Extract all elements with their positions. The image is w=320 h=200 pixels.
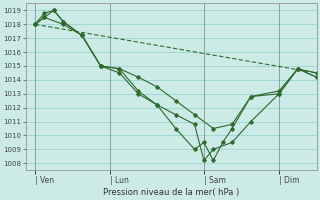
- X-axis label: Pression niveau de la mer( hPa ): Pression niveau de la mer( hPa ): [103, 188, 239, 197]
